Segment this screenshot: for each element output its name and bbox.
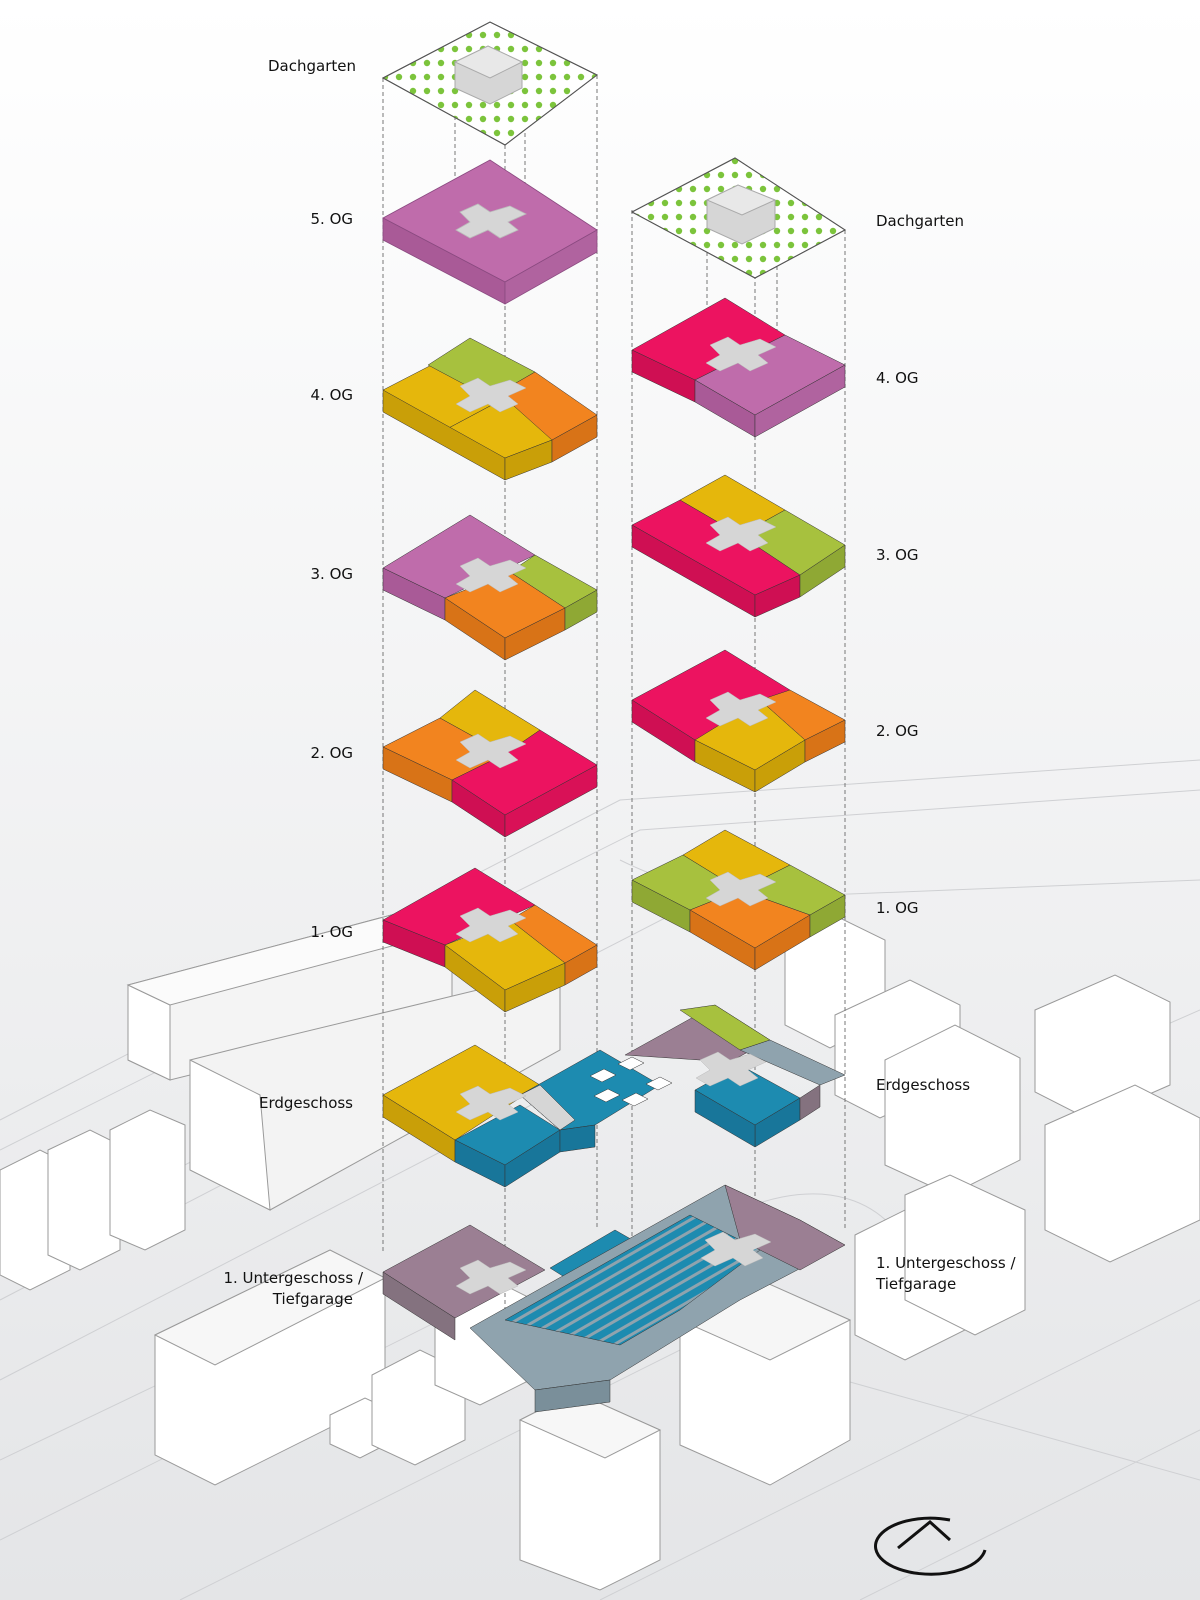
left-label-untergeschoss-line2: Tiefgarage [272,1290,353,1308]
left-label-dachgarten: Dachgarten [268,57,356,75]
ground-floor-slab [382,1004,846,1188]
right-label-og3: 3. OG [876,546,919,564]
right-label-og1: 1. OG [876,899,919,917]
left-og4-slab [382,337,598,481]
right-og1-slab [631,829,846,971]
left-og3-slab [382,514,598,661]
right-label-erdgeschoss: Erdgeschoss [876,1076,971,1094]
right-label-untergeschoss-line1: 1. Untergeschoss / [876,1254,1016,1272]
left-og5-slab [382,159,598,305]
basement-garage-slab [382,1184,846,1413]
left-label-og5: 5. OG [310,210,353,228]
north-arrow-icon [874,1516,987,1576]
left-roof-garden-slab [381,21,598,146]
left-label-og2: 2. OG [310,744,353,762]
right-og3-slab [631,474,846,618]
left-label-og4: 4. OG [310,386,353,404]
right-label-og4: 4. OG [876,369,919,387]
right-og2-slab [631,649,846,793]
left-og2-slab [382,689,598,838]
right-og4-slab [631,297,846,438]
left-label-untergeschoss-line1: 1. Untergeschoss / [223,1269,363,1287]
right-label-dachgarten: Dachgarten [876,212,964,230]
left-og1-slab [382,867,598,1013]
right-roof-core [705,184,777,245]
left-label-og1: 1. OG [310,923,353,941]
left-roof-core [453,45,524,105]
right-label-untergeschoss-line2: Tiefgarage [876,1275,957,1293]
left-label-og3: 3. OG [310,565,353,583]
right-label-og2: 2. OG [876,722,919,740]
left-label-erdgeschoss: Erdgeschoss [258,1094,353,1112]
right-roof-garden-slab [630,157,846,279]
